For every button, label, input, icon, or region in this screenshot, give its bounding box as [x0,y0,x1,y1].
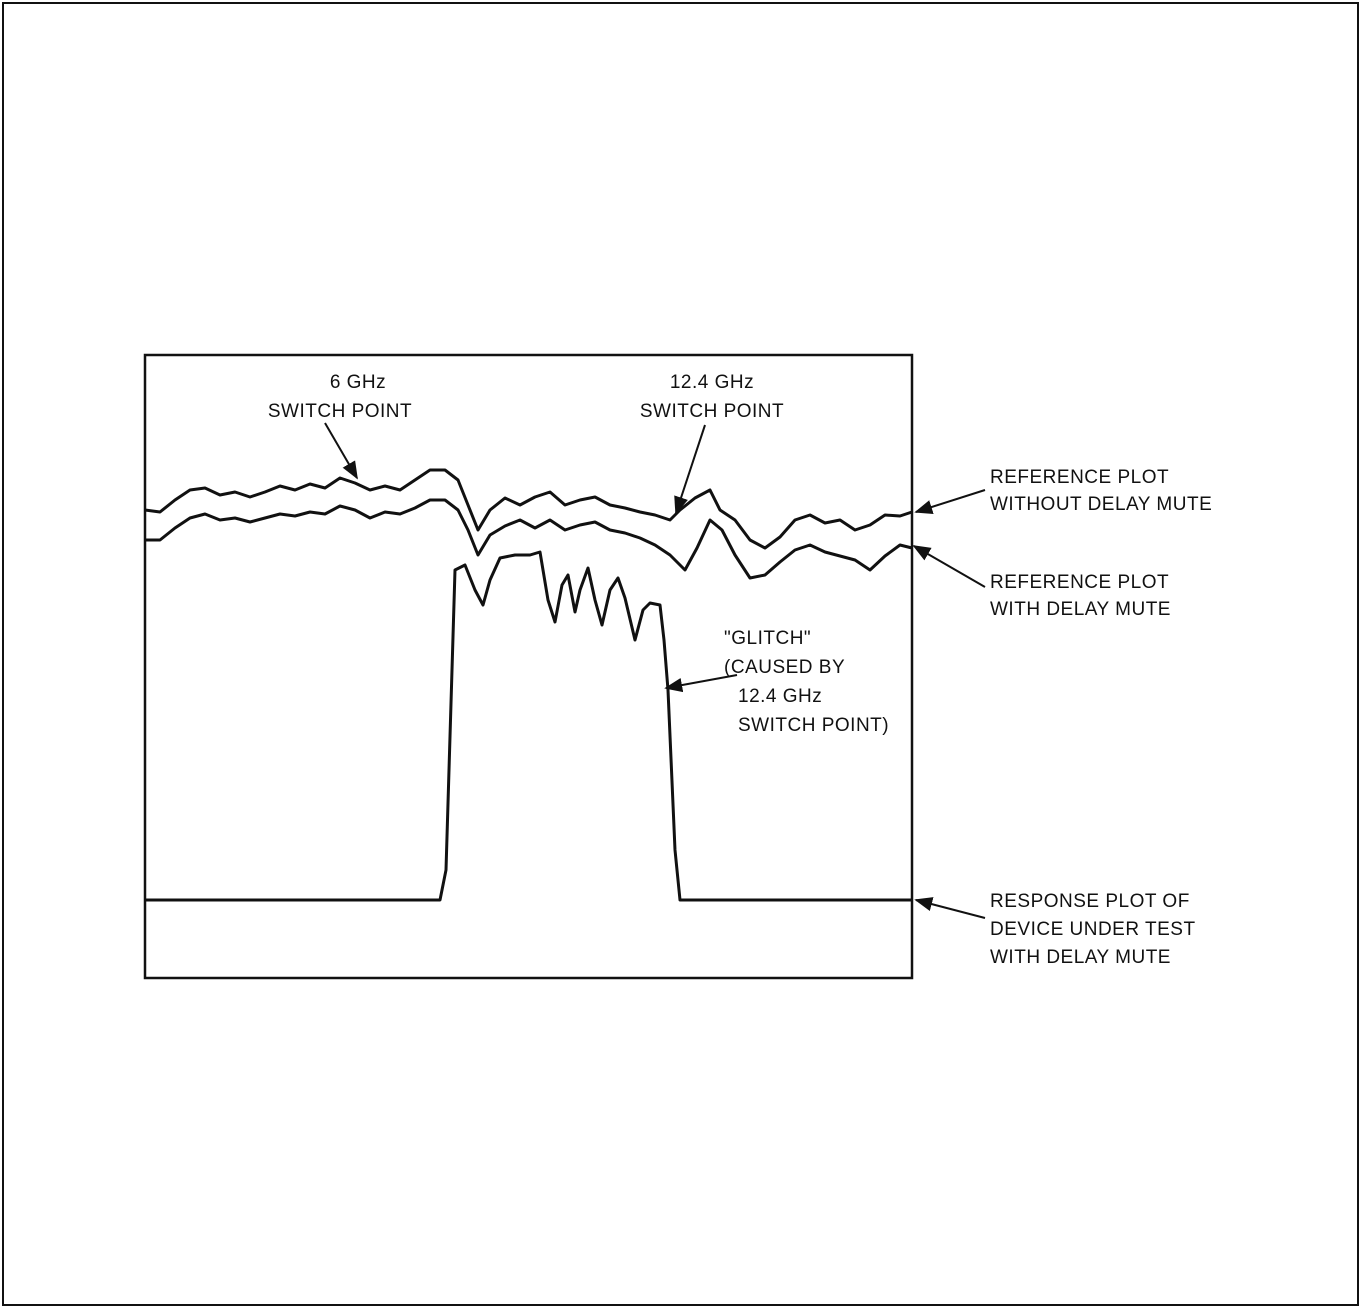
arrow [912,545,986,588]
annotation-text: 6 GHz [330,372,386,393]
reference-trace-without-mute [144,468,913,550]
annotation-text: "GLITCH" [724,628,811,649]
arrow [914,897,986,919]
annotation-text: WITH DELAY MUTE [990,599,1171,620]
annotation-text: SWITCH POINT [268,401,412,422]
arrow [674,424,706,515]
arrow [324,422,358,480]
annotation-text: SWITCH POINT) [738,715,889,736]
annotation-text: 12.4 GHz [670,372,754,393]
plot-frame [143,353,914,980]
arrow [664,674,738,693]
annotation-text: WITH DELAY MUTE [990,947,1171,968]
annotation-text: REFERENCE PLOT [990,572,1169,593]
annotation-text: 12.4 GHz [738,686,822,707]
annotation-text: (CAUSED BY [724,657,845,678]
annotation-text: WITHOUT DELAY MUTE [990,494,1212,515]
arrow [914,489,986,514]
annotation-text: REFERENCE PLOT [990,467,1169,488]
annotation-text: RESPONSE PLOT OF [990,891,1190,912]
reference-trace-with-mute [145,498,913,580]
annotation-text: DEVICE UNDER TEST [990,919,1196,940]
response-trace [145,550,912,902]
annotation-text: SWITCH POINT [640,401,784,422]
